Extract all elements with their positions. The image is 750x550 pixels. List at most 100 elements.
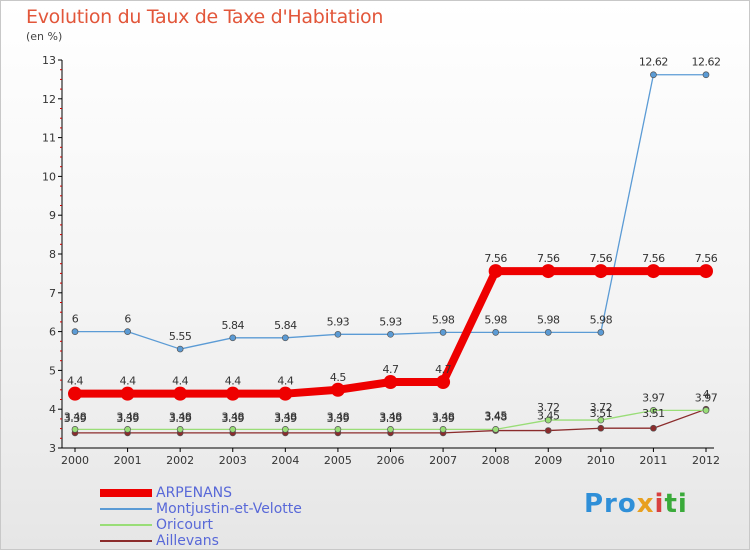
data-point xyxy=(334,330,342,338)
data-label: 3.39 xyxy=(327,412,350,425)
data-point xyxy=(176,426,184,433)
x-tick-label: 2000 xyxy=(61,454,89,467)
legend-item-arpenans: ARPENANS xyxy=(100,485,302,501)
legend-swatch-aillevans xyxy=(100,540,152,542)
data-point xyxy=(176,345,184,353)
data-point xyxy=(541,264,556,279)
data-label: 5.84 xyxy=(222,319,245,332)
data-label: 3.39 xyxy=(432,412,455,425)
data-point xyxy=(383,375,398,390)
logo-part: Pro xyxy=(584,489,637,519)
data-label: 3.97 xyxy=(695,391,718,404)
x-tick-label: 2007 xyxy=(429,454,457,467)
proxiti-logo: Proxiti xyxy=(584,489,688,519)
data-label: 5.98 xyxy=(537,313,560,326)
data-point xyxy=(71,328,79,335)
data-point xyxy=(120,386,135,401)
data-label: 3.72 xyxy=(537,401,560,414)
data-point xyxy=(650,407,657,414)
data-label: 7.56 xyxy=(484,252,507,265)
data-label: 3.48 xyxy=(327,410,350,423)
y-tick-label: 5 xyxy=(49,364,56,377)
legend-item-montjustin: Montjustin-et-Velotte xyxy=(100,501,302,517)
data-point xyxy=(597,329,605,336)
legend-item-aillevans: Aillevans xyxy=(100,533,302,549)
data-label: 3.51 xyxy=(590,407,613,420)
data-label: 5.98 xyxy=(484,313,507,326)
data-label: 3.51 xyxy=(642,407,665,420)
data-point xyxy=(593,264,608,279)
data-point xyxy=(330,382,345,397)
data-label: 4.5 xyxy=(330,371,346,384)
data-label: 4.4 xyxy=(225,375,241,388)
data-label: 4 xyxy=(703,388,710,401)
data-label: 3.45 xyxy=(537,410,560,423)
logo-part: i xyxy=(654,489,665,519)
legend-label: Oricourt xyxy=(156,517,214,533)
data-label: 5.93 xyxy=(327,315,350,328)
data-point xyxy=(387,330,394,338)
x-tick-label: 2003 xyxy=(219,454,247,467)
data-label: 4.4 xyxy=(120,375,136,388)
data-label: 3.48 xyxy=(169,410,192,423)
data-label: 3.72 xyxy=(590,401,613,414)
x-tick-label: 2002 xyxy=(166,454,194,467)
data-label: 3.48 xyxy=(116,410,139,423)
y-tick-label: 6 xyxy=(49,326,56,339)
legend: ARPENANS Montjustin-et-Velotte Oricourt … xyxy=(100,485,302,549)
data-point xyxy=(650,71,657,79)
x-tick-label: 2011 xyxy=(639,454,667,467)
data-label: 3.39 xyxy=(222,412,245,425)
data-point xyxy=(492,426,500,433)
data-label: 12.62 xyxy=(639,56,668,69)
data-point xyxy=(124,328,131,335)
data-label: 3.48 xyxy=(484,410,507,423)
y-tick-label: 10 xyxy=(42,170,56,183)
data-point xyxy=(544,329,552,336)
x-tick-label: 2001 xyxy=(114,454,142,467)
x-tick-label: 2005 xyxy=(324,454,352,467)
data-label: 4.4 xyxy=(67,375,83,388)
x-tick-label: 2012 xyxy=(692,454,720,467)
data-label: 3.39 xyxy=(64,412,87,425)
x-tick-label: 2004 xyxy=(271,454,299,467)
data-point xyxy=(597,424,605,432)
y-tick-label: 4 xyxy=(49,403,56,416)
data-point xyxy=(439,329,447,336)
x-tick-label: 2009 xyxy=(534,454,562,467)
data-point xyxy=(278,386,293,401)
logo-part: ti xyxy=(664,489,688,519)
data-label: 7.56 xyxy=(537,252,560,265)
data-label: 3.39 xyxy=(169,412,192,425)
y-tick-label: 7 xyxy=(49,287,56,300)
data-point xyxy=(281,334,289,342)
data-label: 4.7 xyxy=(435,363,451,376)
data-point xyxy=(225,386,240,401)
data-label: 5.98 xyxy=(590,313,613,326)
data-label: 3.48 xyxy=(64,410,87,423)
unit-label: (en %) xyxy=(26,30,63,43)
data-label: 4.7 xyxy=(383,363,399,376)
data-label: 4.4 xyxy=(172,375,188,388)
data-point xyxy=(71,426,79,433)
data-label: 7.56 xyxy=(642,252,665,265)
legend-item-oricourt: Oricourt xyxy=(100,517,302,533)
legend-label: ARPENANS xyxy=(156,485,233,501)
data-label: 3.39 xyxy=(274,412,297,425)
legend-swatch-arpenans xyxy=(100,489,152,497)
data-point xyxy=(439,426,447,433)
data-point xyxy=(646,264,661,279)
data-label: 12.62 xyxy=(692,56,721,69)
data-point xyxy=(702,407,710,414)
data-point xyxy=(650,424,657,432)
data-point xyxy=(699,264,713,279)
data-label: 3.48 xyxy=(222,410,245,423)
data-label: 3.97 xyxy=(642,391,665,404)
data-point xyxy=(229,426,237,433)
y-tick-label: 12 xyxy=(42,93,56,106)
data-point xyxy=(488,264,503,279)
data-point xyxy=(544,427,552,434)
data-label: 3.48 xyxy=(432,410,455,423)
legend-label: Aillevans xyxy=(156,533,219,549)
